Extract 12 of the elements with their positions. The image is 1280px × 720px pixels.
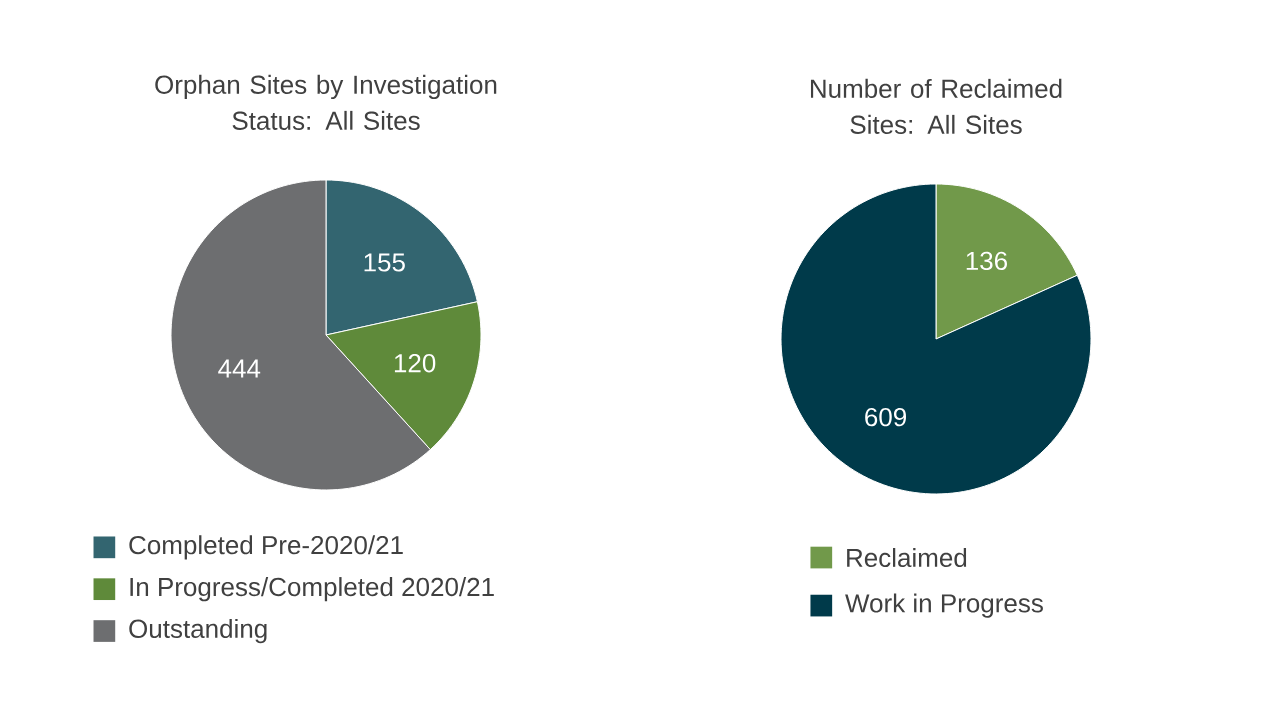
legend-label: Work in Progress [845, 593, 1043, 618]
legend-label: Completed Pre-2020/21 [129, 535, 403, 560]
legend-label: Outstanding [129, 618, 267, 644]
data-label: 120 [394, 353, 436, 373]
legend-label: Reclaimed [847, 547, 967, 568]
data-label: 444 [218, 359, 261, 378]
data-label: 609 [865, 407, 907, 427]
legend-label: In Progress/Completed 2020/21 [130, 577, 494, 602]
data-label: 136 [966, 251, 1007, 271]
chart-title: Number of Reclaimed Sites: All Sites [810, 78, 1062, 134]
chart-title: Orphan Sites by Investigation Status: All Sites [155, 74, 497, 130]
data-label: 155 [364, 253, 405, 272]
